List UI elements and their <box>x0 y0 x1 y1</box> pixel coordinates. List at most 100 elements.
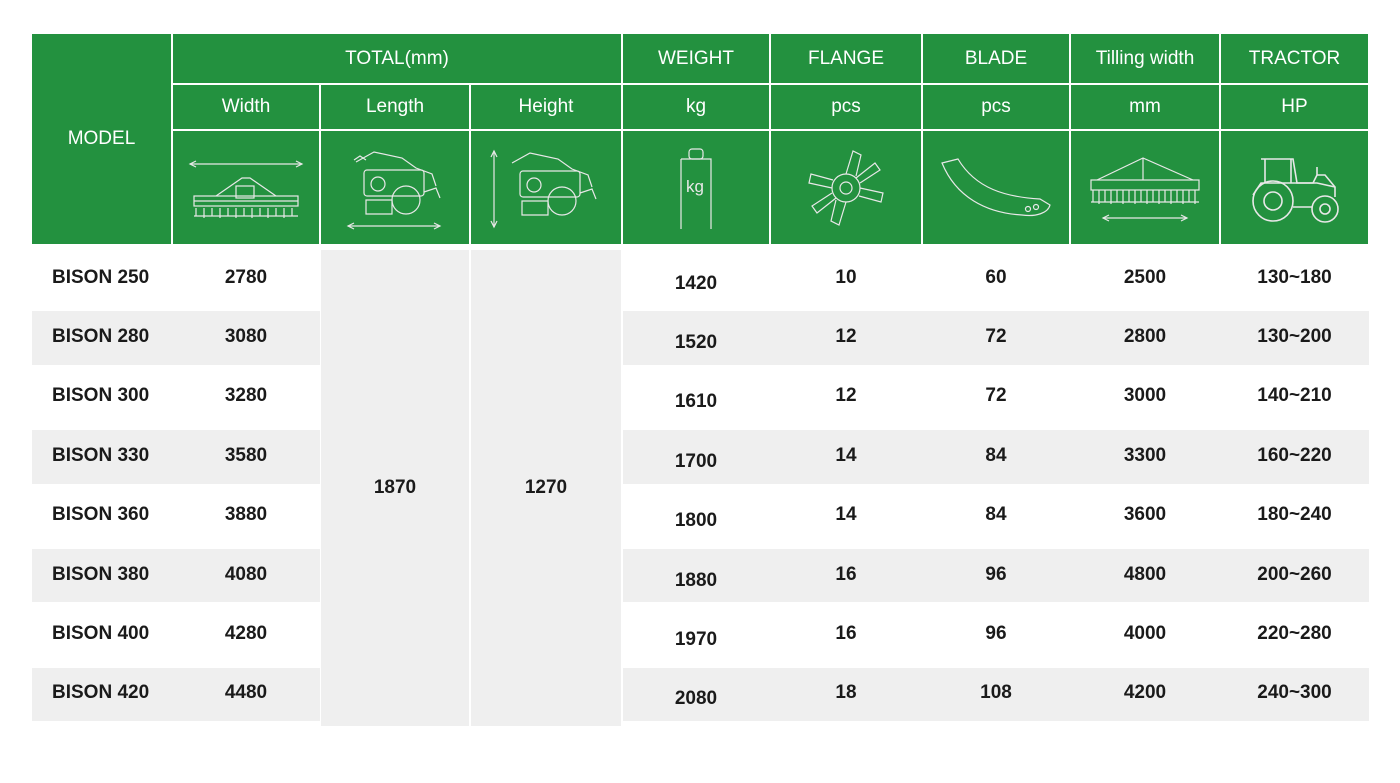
tractor-unit-label: HP <box>1281 96 1308 117</box>
tiller-blade-icon <box>941 157 1051 216</box>
tilling-cell: 3300 <box>1123 444 1167 466</box>
flange-cell: 16 <box>835 623 857 645</box>
length-header: Length <box>321 85 469 129</box>
blade-cell: 72 <box>985 385 1007 407</box>
model-header-label: MODEL <box>67 128 136 149</box>
blade-cell: 96 <box>985 563 1007 585</box>
model-header: MODEL <box>32 34 171 244</box>
flange-cell: 14 <box>835 504 857 526</box>
height-header-label: Height <box>518 96 574 117</box>
tilling-cell: 4200 <box>1123 682 1167 704</box>
tractor-unit: HP <box>1221 85 1368 129</box>
tractor-icon-cell <box>1221 131 1368 244</box>
width-cell: 3280 <box>224 385 268 407</box>
width-cell: 2780 <box>224 266 268 288</box>
tilling-unit: mm <box>1071 85 1219 129</box>
width-header-label: Width <box>221 96 271 117</box>
blade-unit-label: pcs <box>981 96 1011 117</box>
weight-cell: 1520 <box>674 332 718 354</box>
model-cell: BISON 420 <box>52 682 150 704</box>
weight-header-label: WEIGHT <box>658 47 734 69</box>
weight-unit: kg <box>623 85 769 129</box>
row-stripe <box>623 667 1369 722</box>
tilling-cell: 3000 <box>1123 385 1167 407</box>
total-header-label: TOTAL(mm) <box>345 47 449 69</box>
weight-icon-cell: kg <box>623 131 769 244</box>
model-cell: BISON 250 <box>52 266 150 288</box>
tilling-cell: 4000 <box>1123 623 1167 645</box>
rotary-tiller-side-height-icon <box>490 149 597 228</box>
blade-header-label: BLADE <box>964 47 1028 69</box>
blade-header: BLADE <box>923 34 1069 83</box>
blade-cell: 84 <box>985 504 1007 526</box>
tilling-icon-cell <box>1071 131 1219 244</box>
total-header: TOTAL(mm) <box>173 34 621 83</box>
height-merged-cell: 1270 <box>471 250 621 726</box>
length-icon-cell <box>321 131 469 244</box>
flange-cell: 10 <box>835 266 857 288</box>
weight-cell: 1970 <box>674 629 718 651</box>
weight-unit-label: kg <box>685 96 707 117</box>
blade-cell: 72 <box>985 326 1007 348</box>
row-stripe <box>623 549 1369 603</box>
flange-cell: 12 <box>835 385 857 407</box>
width-cell: 4280 <box>224 623 268 645</box>
tractor-header: TRACTOR <box>1221 34 1368 83</box>
flange-unit: pcs <box>771 85 921 129</box>
tilling-cell: 3600 <box>1123 504 1167 526</box>
weight-kg-icon <box>680 147 712 229</box>
model-cell: BISON 380 <box>52 563 150 585</box>
tilling-header-label: Tilling width <box>1095 47 1195 69</box>
tractor-cell: 160~220 <box>1257 444 1332 466</box>
length-header-label: Length <box>365 96 425 117</box>
blade-cell: 108 <box>980 682 1012 704</box>
length-merged-cell: 1870 <box>321 250 469 726</box>
height-header: Height <box>471 85 621 129</box>
row-stripe <box>623 430 1369 484</box>
width-cell: 4480 <box>224 682 268 704</box>
flange-unit-label: pcs <box>831 96 861 117</box>
width-cell: 3080 <box>224 326 268 348</box>
tractor-cell: 240~300 <box>1257 682 1332 704</box>
model-cell: BISON 300 <box>52 385 150 407</box>
tractor-header-label: TRACTOR <box>1248 47 1341 69</box>
tilling-width-icon <box>1090 156 1200 222</box>
rotary-tiller-front-width-icon <box>188 159 304 218</box>
model-cell: BISON 280 <box>52 326 150 348</box>
tractor-cell: 220~280 <box>1257 623 1332 645</box>
flange-icon-cell <box>771 131 921 244</box>
tilling-cell: 2500 <box>1123 266 1167 288</box>
tilling-header: Tilling width <box>1071 34 1219 83</box>
tractor-cell: 180~240 <box>1257 504 1332 526</box>
model-cell: BISON 360 <box>52 504 150 526</box>
row-stripe <box>623 311 1369 365</box>
weight-cell: 2080 <box>674 688 718 710</box>
flange-cell: 16 <box>835 563 857 585</box>
height-icon-cell <box>471 131 621 244</box>
tractor-cell: 200~260 <box>1257 563 1332 585</box>
blade-unit: pcs <box>923 85 1069 129</box>
tilling-cell: 4800 <box>1123 563 1167 585</box>
blade-cell: 96 <box>985 623 1007 645</box>
weight-icon-kg-text: kg <box>686 177 704 196</box>
flange-cell: 18 <box>835 682 857 704</box>
width-cell: 4080 <box>224 563 268 585</box>
flange-cell: 14 <box>835 444 857 466</box>
tractor-cell: 130~180 <box>1257 266 1332 288</box>
flange-header: FLANGE <box>771 34 921 83</box>
blade-icon-cell <box>923 131 1069 244</box>
weight-cell: 1800 <box>674 510 718 532</box>
weight-header: WEIGHT <box>623 34 769 83</box>
weight-cell: 1700 <box>674 450 718 472</box>
blade-cell: 60 <box>985 266 1007 288</box>
tractor-cell: 130~200 <box>1257 326 1332 348</box>
width-cell: 3880 <box>224 504 268 526</box>
flange-rotor-icon <box>808 149 884 226</box>
weight-cell: 1880 <box>674 569 718 591</box>
tractor-icon <box>1251 157 1339 223</box>
width-header: Width <box>173 85 319 129</box>
flange-cell: 12 <box>835 326 857 348</box>
width-cell: 3580 <box>224 444 268 466</box>
weight-cell: 1610 <box>674 391 718 413</box>
rotary-tiller-side-length-icon <box>346 150 442 230</box>
